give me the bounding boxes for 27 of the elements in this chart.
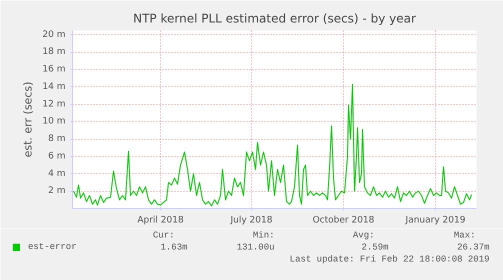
y-tick-label: 18 m	[42, 47, 66, 58]
x-tick-label: January 2019	[404, 216, 466, 226]
x-tick-label: April 2018	[137, 216, 184, 226]
y-axis-title: est. err (secs)	[21, 82, 34, 158]
y-tick-label: 16 m	[42, 64, 66, 75]
text: Last update: Fri Feb 22 18:00:08 2019	[290, 254, 490, 264]
y-tick-label: 14 m	[42, 82, 66, 92]
text: 2.59m	[361, 242, 389, 252]
chart-title: NTP kernel PLL estimated error (secs) - by year	[133, 12, 416, 26]
text: Avg:	[352, 230, 375, 240]
text: 131.00u	[236, 242, 275, 252]
y-tick-label: 10 m	[42, 116, 66, 127]
x-tick-label: July 2018	[230, 216, 273, 226]
y-tick-label: 2 m	[48, 186, 66, 196]
text: 26.37m	[457, 242, 490, 252]
y-tick-label: 4 m	[48, 168, 66, 179]
legend-label: est-error	[28, 242, 77, 252]
text: Max:	[454, 230, 476, 240]
y-tick-label: 12 m	[42, 99, 66, 110]
y-tick-label: 8 m	[48, 134, 66, 144]
y-tick-label: 20 m	[42, 30, 66, 40]
text: Cur:	[152, 230, 175, 240]
y-tick-label: 6 m	[48, 151, 66, 162]
x-tick-label: October 2018	[312, 216, 375, 226]
line-series	[73, 84, 472, 206]
text: Min:	[252, 230, 275, 240]
text: 1.63m	[160, 242, 188, 252]
